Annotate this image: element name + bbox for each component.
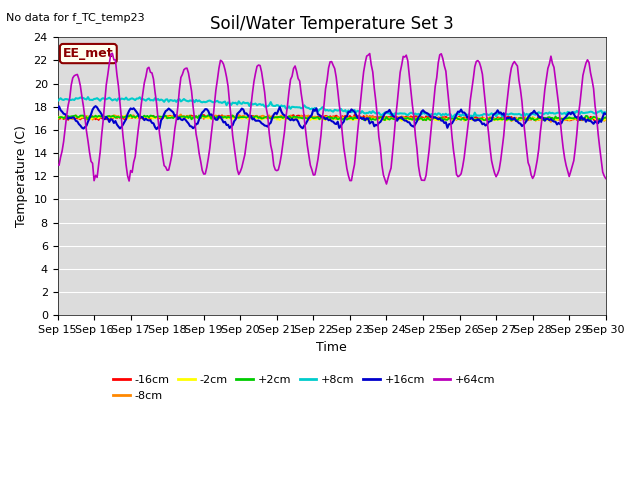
Text: EE_met: EE_met bbox=[63, 47, 114, 60]
X-axis label: Time: Time bbox=[316, 340, 347, 354]
Legend: -16cm, -8cm, -2cm, +2cm, +8cm, +16cm, +64cm: -16cm, -8cm, -2cm, +2cm, +8cm, +16cm, +6… bbox=[109, 371, 500, 405]
Text: No data for f_TC_temp23: No data for f_TC_temp23 bbox=[6, 12, 145, 23]
Y-axis label: Temperature (C): Temperature (C) bbox=[15, 125, 28, 227]
Title: Soil/Water Temperature Set 3: Soil/Water Temperature Set 3 bbox=[210, 15, 454, 33]
